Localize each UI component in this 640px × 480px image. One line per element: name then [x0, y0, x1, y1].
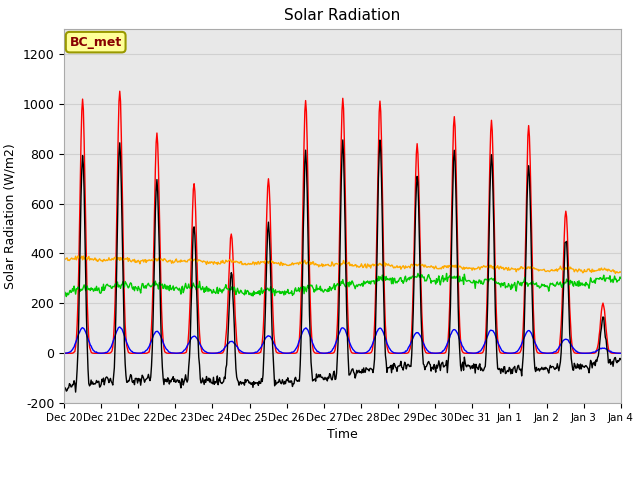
SW_out — [428, 350, 435, 356]
LW_in — [71, 287, 79, 293]
LW_out — [185, 257, 193, 263]
Rnet — [339, 137, 347, 143]
Rnet — [185, 364, 193, 370]
Title: Solar Radiation: Solar Radiation — [284, 9, 401, 24]
LW_in — [617, 276, 625, 281]
LW_in — [414, 271, 422, 276]
Line: Rnet: Rnet — [64, 140, 621, 392]
LW_out — [70, 255, 78, 261]
SW_in — [185, 330, 193, 336]
LW_in — [185, 281, 193, 287]
LW_in — [63, 294, 70, 300]
SW_out — [580, 350, 588, 356]
LW_in — [214, 290, 222, 296]
LW_in — [60, 290, 68, 296]
SW_out — [116, 324, 124, 330]
SW_out — [411, 331, 419, 337]
LW_out — [428, 263, 435, 269]
LW_in — [128, 285, 136, 291]
SW_in — [580, 350, 588, 356]
Line: SW_in: SW_in — [64, 91, 621, 353]
SW_out — [128, 348, 136, 354]
Rnet — [214, 382, 222, 388]
SW_in — [617, 350, 625, 356]
SW_in — [60, 350, 68, 356]
Legend: SW_in, SW_out, LW_in, LW_out, Rnet: SW_in, SW_out, LW_in, LW_out, Rnet — [132, 475, 552, 480]
LW_out — [612, 271, 620, 276]
Line: LW_out: LW_out — [64, 256, 621, 274]
SW_out — [185, 341, 193, 347]
Rnet — [70, 378, 78, 384]
SW_out — [617, 350, 625, 356]
Line: SW_out: SW_out — [64, 327, 621, 353]
SW_out — [214, 350, 222, 356]
SW_out — [60, 350, 68, 356]
Rnet — [72, 389, 79, 395]
LW_out — [411, 262, 419, 268]
Text: BC_met: BC_met — [70, 36, 122, 48]
LW_out — [128, 258, 136, 264]
SW_in — [214, 350, 222, 356]
SW_in — [411, 209, 419, 215]
LW_in — [411, 274, 419, 280]
SW_in — [70, 349, 78, 355]
SW_in — [116, 88, 124, 94]
SW_out — [70, 344, 78, 350]
LW_in — [428, 278, 436, 284]
LW_out — [214, 259, 222, 265]
Rnet — [617, 357, 625, 362]
Rnet — [128, 379, 136, 384]
LW_out — [617, 269, 625, 275]
LW_out — [60, 258, 68, 264]
Rnet — [412, 206, 419, 212]
Y-axis label: Solar Radiation (W/m2): Solar Radiation (W/m2) — [4, 143, 17, 289]
X-axis label: Time: Time — [327, 429, 358, 442]
LW_out — [74, 253, 82, 259]
Rnet — [60, 384, 68, 390]
Line: LW_in: LW_in — [64, 274, 621, 297]
SW_in — [428, 350, 435, 356]
SW_in — [128, 350, 136, 356]
Rnet — [428, 365, 436, 371]
